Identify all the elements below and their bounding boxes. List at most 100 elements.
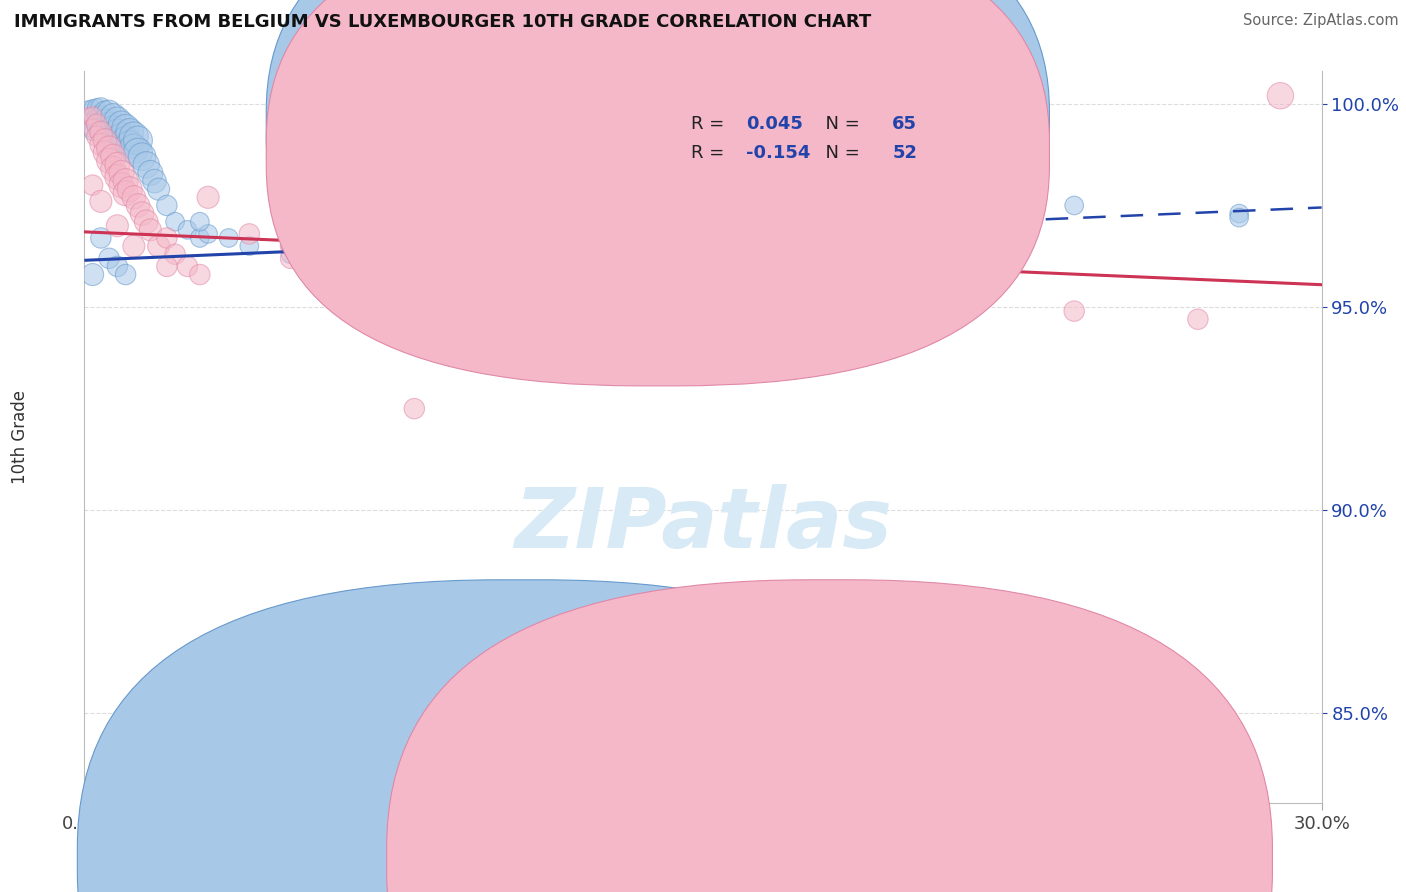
Text: N =: N = [814, 115, 866, 133]
Text: 65: 65 [893, 115, 917, 133]
Point [733, 279, 755, 293]
Point [197, 227, 219, 241]
Point [94, 105, 117, 120]
Point [197, 190, 219, 204]
Point [82, 113, 104, 128]
Point [90, 194, 112, 209]
Point [238, 239, 260, 253]
Point [114, 121, 136, 136]
Point [103, 109, 125, 123]
Point [94, 133, 117, 147]
Point [218, 231, 240, 245]
Point [1063, 198, 1085, 212]
Point [90, 137, 112, 152]
Point [139, 166, 162, 180]
Point [82, 178, 104, 193]
Point [110, 129, 132, 144]
Point [1063, 304, 1085, 318]
Point [280, 252, 302, 266]
Point [321, 239, 343, 253]
Text: Immigrants from Belgium: Immigrants from Belgium [551, 851, 763, 869]
Point [94, 113, 117, 128]
Point [82, 268, 104, 282]
Point [156, 198, 179, 212]
Point [131, 150, 153, 164]
Point [1227, 211, 1250, 225]
Point [527, 263, 550, 277]
Point [110, 178, 132, 193]
Point [82, 125, 104, 139]
Point [103, 161, 125, 176]
Point [103, 150, 125, 164]
Point [82, 121, 104, 136]
Point [651, 239, 673, 253]
Point [114, 186, 136, 201]
Point [485, 260, 508, 274]
Point [404, 401, 426, 416]
Point [361, 239, 384, 253]
Point [188, 268, 211, 282]
Text: -0.154: -0.154 [747, 145, 811, 162]
Point [238, 227, 260, 241]
Point [98, 129, 121, 144]
Point [733, 227, 755, 241]
Point [86, 129, 108, 144]
Point [77, 109, 100, 123]
Point [94, 125, 117, 139]
Point [98, 142, 121, 156]
Point [527, 239, 550, 253]
Point [98, 117, 121, 131]
Point [127, 198, 149, 212]
Point [176, 260, 198, 274]
Point [86, 101, 108, 115]
Point [105, 260, 128, 274]
Point [139, 223, 162, 237]
Point [86, 109, 108, 123]
Text: R =: R = [690, 115, 730, 133]
Point [94, 145, 117, 160]
Point [86, 117, 108, 131]
Point [105, 113, 128, 128]
Point [815, 288, 838, 302]
Point [122, 129, 145, 144]
Point [90, 231, 112, 245]
Text: ZIPatlas: ZIPatlas [515, 484, 891, 566]
Text: 0.045: 0.045 [747, 115, 803, 133]
Point [82, 101, 104, 115]
Y-axis label: 10th Grade: 10th Grade [11, 390, 28, 484]
Point [156, 231, 179, 245]
Point [105, 158, 128, 172]
Point [361, 227, 384, 241]
Point [815, 219, 838, 233]
Point [118, 182, 141, 196]
Text: Luxembourgers: Luxembourgers [860, 851, 990, 869]
Point [188, 231, 211, 245]
Point [110, 166, 132, 180]
Point [122, 190, 145, 204]
Point [98, 105, 121, 120]
Text: Source: ZipAtlas.com: Source: ZipAtlas.com [1243, 13, 1399, 29]
Point [118, 125, 141, 139]
Point [90, 121, 112, 136]
Point [188, 215, 211, 229]
Point [98, 153, 121, 168]
Point [105, 125, 128, 139]
Point [98, 252, 121, 266]
Text: IMMIGRANTS FROM BELGIUM VS LUXEMBOURGER 10TH GRADE CORRELATION CHART: IMMIGRANTS FROM BELGIUM VS LUXEMBOURGER … [14, 13, 872, 31]
Point [105, 219, 128, 233]
FancyBboxPatch shape [610, 80, 987, 179]
Point [280, 239, 302, 253]
Point [114, 174, 136, 188]
Point [135, 215, 157, 229]
Point [90, 101, 112, 115]
Point [103, 133, 125, 147]
Point [1227, 206, 1250, 220]
Point [90, 109, 112, 123]
Point [135, 158, 157, 172]
Point [90, 125, 112, 139]
Point [280, 247, 302, 261]
Point [165, 247, 187, 261]
Point [280, 239, 302, 253]
Point [77, 113, 100, 128]
Point [110, 117, 132, 131]
